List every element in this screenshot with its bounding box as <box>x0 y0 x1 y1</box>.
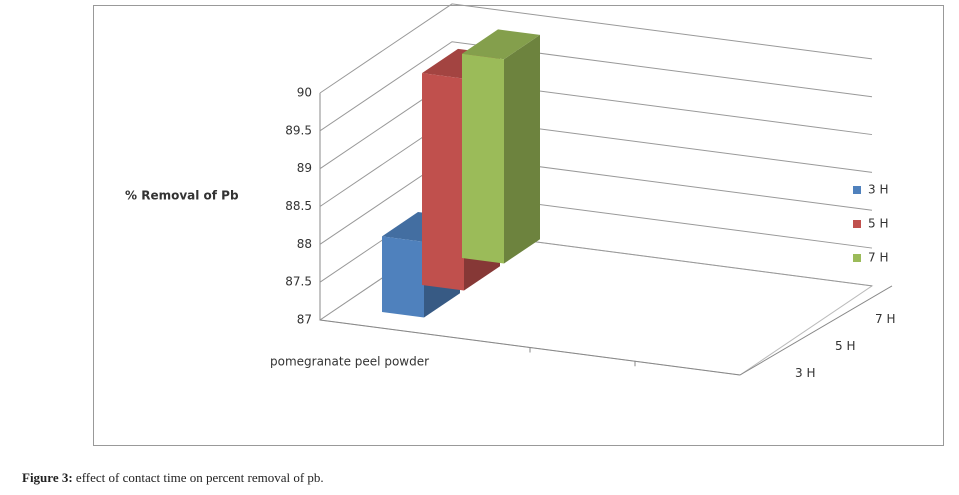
caption: Figure 3: effect of contact time on perc… <box>22 470 324 486</box>
bar <box>382 236 424 318</box>
y-axis-title: % Removal of Pb <box>125 189 239 203</box>
y-tick-label: 88 <box>297 237 312 251</box>
y-tick-label: 89 <box>297 161 312 175</box>
caption-text: effect of contact time on percent remova… <box>75 470 324 485</box>
bar-side <box>504 34 540 264</box>
legend-swatch <box>853 254 861 262</box>
legend-label: 5 H <box>868 217 888 231</box>
x-tick-label: pomegranate peel powder <box>270 355 429 369</box>
legend-swatch <box>853 220 861 228</box>
x-axis <box>319 319 741 376</box>
y-tick-label: 88.5 <box>285 199 312 213</box>
depth-label: 5 H <box>835 339 855 353</box>
grid-line <box>319 41 873 132</box>
legend-label: 7 H <box>868 251 888 265</box>
y-tick-label: 87.5 <box>285 275 312 289</box>
depth-label: 7 H <box>875 312 895 326</box>
depth-axis <box>739 285 893 376</box>
bar <box>422 73 464 291</box>
y-tick-label: 89.5 <box>285 123 312 137</box>
legend-label: 3 H <box>868 183 888 197</box>
grid-line <box>319 3 873 94</box>
y-tick-label: 87 <box>297 313 312 327</box>
legend-swatch <box>853 186 861 194</box>
caption-label: Figure 3: <box>22 470 73 485</box>
chart: % Removal of Pb 87 87.5 88 88.5 89 89.5 90 pome… <box>93 3 944 446</box>
y-tick-label: 90 <box>297 86 312 100</box>
depth-label: 3 H <box>795 366 815 380</box>
bar <box>462 53 504 264</box>
bar-top <box>462 29 540 60</box>
